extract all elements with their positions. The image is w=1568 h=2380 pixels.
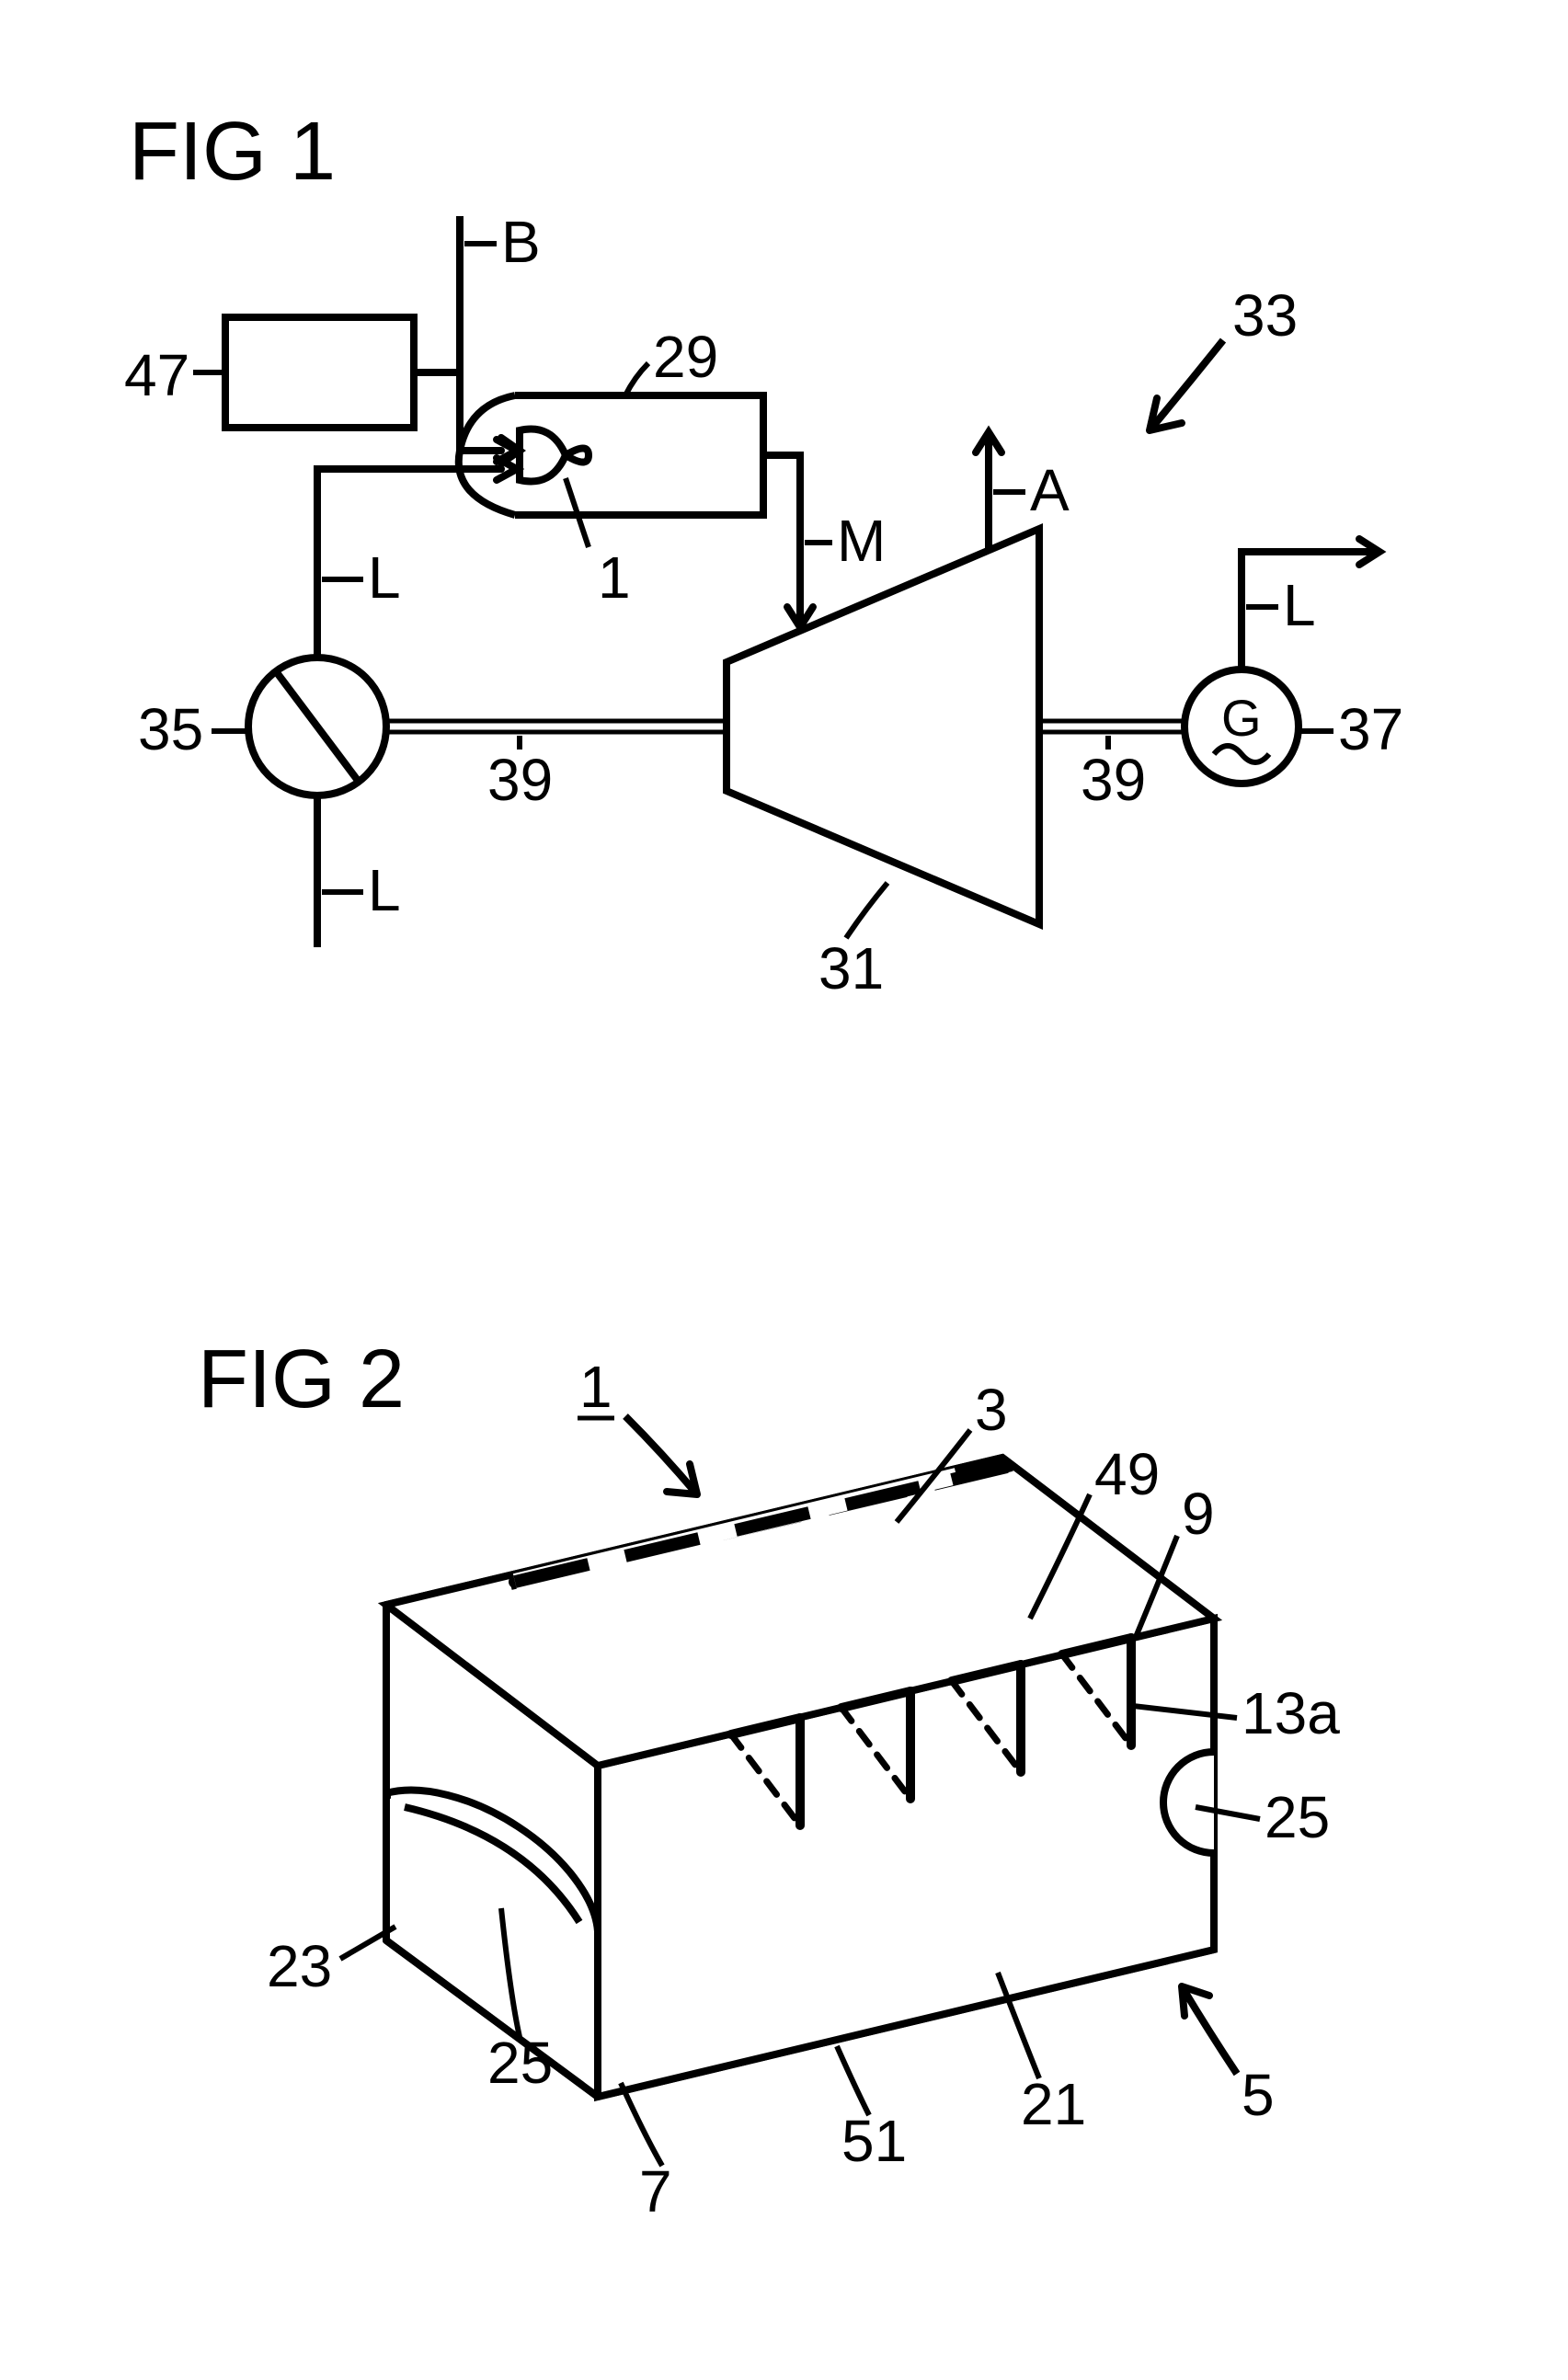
ref2-9: 9 bbox=[1182, 1481, 1215, 1547]
lead-7 bbox=[621, 2083, 662, 2166]
ref2-3: 3 bbox=[975, 1377, 1008, 1443]
label-A: A bbox=[1030, 457, 1070, 523]
turbine bbox=[727, 529, 1039, 924]
patent-figures-page: FIG 1 33 47 B 29 1 bbox=[0, 0, 1568, 2380]
line-M bbox=[763, 455, 800, 625]
ref-29: 29 bbox=[653, 324, 718, 390]
ref-1: 1 bbox=[598, 544, 631, 611]
ref2-49: 49 bbox=[1094, 1441, 1160, 1507]
fig2-title: FIG 2 bbox=[198, 1333, 405, 1425]
ref-5-arrow bbox=[1182, 1986, 1237, 2074]
ref2-25l: 25 bbox=[487, 2030, 553, 2096]
fuel-box bbox=[225, 317, 414, 428]
ref-39a: 39 bbox=[487, 747, 553, 813]
ref2-25r: 25 bbox=[1265, 1784, 1330, 1850]
lead-31 bbox=[846, 883, 887, 938]
gen-tilde bbox=[1214, 746, 1269, 762]
label-L-up: L bbox=[368, 544, 401, 611]
ref2-21: 21 bbox=[1021, 2071, 1086, 2137]
ref-31: 31 bbox=[818, 935, 884, 1001]
ref2-1: 1 bbox=[579, 1354, 612, 1420]
label-G: G bbox=[1221, 689, 1262, 747]
lead-29 bbox=[625, 363, 648, 395]
ref2-13a: 13a bbox=[1242, 1680, 1340, 1746]
label-B: B bbox=[501, 209, 541, 275]
label-M: M bbox=[837, 508, 886, 574]
ref-33-arrow bbox=[1150, 340, 1223, 430]
ref-1-arrow bbox=[625, 1416, 697, 1494]
figures-svg: FIG 1 33 47 B 29 1 bbox=[0, 0, 1568, 2380]
label-L-in: L bbox=[368, 857, 401, 923]
ref-39b: 39 bbox=[1081, 747, 1146, 813]
fig1: FIG 1 33 47 B 29 1 bbox=[124, 106, 1403, 1001]
lead-51 bbox=[837, 2046, 869, 2115]
ref2-23: 23 bbox=[267, 1933, 332, 1999]
fig1-title: FIG 1 bbox=[129, 106, 336, 198]
ref2-51: 51 bbox=[841, 2108, 907, 2174]
ref-35: 35 bbox=[138, 696, 203, 762]
ref2-7: 7 bbox=[639, 2158, 672, 2225]
ref-33: 33 bbox=[1232, 282, 1298, 349]
fig2: FIG 2 bbox=[198, 1333, 1340, 2225]
ref2-5: 5 bbox=[1242, 2062, 1275, 2128]
compressor-diag bbox=[276, 671, 359, 782]
ref-47: 47 bbox=[124, 342, 189, 408]
label-L-out: L bbox=[1283, 572, 1316, 638]
ref-37: 37 bbox=[1338, 696, 1403, 762]
